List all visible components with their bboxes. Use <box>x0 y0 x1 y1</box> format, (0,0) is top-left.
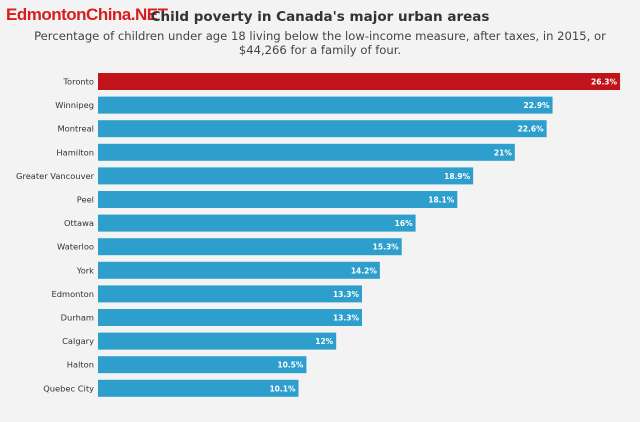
value-label: 13.3% <box>333 314 360 323</box>
bar-montreal <box>98 120 547 138</box>
category-label: Edmonton <box>51 289 94 299</box>
value-label: 14.2% <box>351 266 378 275</box>
bar-york <box>98 261 380 279</box>
category-label: Waterloo <box>57 242 94 252</box>
value-label: 22.6% <box>518 125 545 134</box>
bar-waterloo <box>98 238 402 256</box>
bar-quebec-city <box>98 379 299 397</box>
category-label: Montreal <box>58 124 94 134</box>
value-label: 10.1% <box>269 384 296 393</box>
value-label: 18.9% <box>444 172 471 181</box>
value-label: 12% <box>315 337 333 346</box>
chart-title: Child poverty in Canada's major urban ar… <box>150 9 490 25</box>
bar-peel <box>98 191 458 208</box>
bar-ottawa <box>98 214 416 232</box>
category-label: Ottawa <box>64 218 94 228</box>
category-label: Winnipeg <box>55 100 94 110</box>
watermark-logo: EdmontonChina.NET <box>6 5 168 24</box>
category-label: York <box>76 265 94 275</box>
category-label: Quebec City <box>43 383 94 393</box>
bar-greater-vancouver <box>98 167 474 185</box>
chart-subtitle: Percentage of children under age 18 livi… <box>34 29 606 57</box>
category-label: Peel <box>77 195 94 205</box>
value-label: 13.3% <box>333 290 360 299</box>
value-label: 26.3% <box>591 78 618 87</box>
bar-durham <box>98 309 363 326</box>
bar-calgary <box>98 332 337 350</box>
bar-hamilton <box>98 143 515 161</box>
value-label: 18.1% <box>428 196 455 205</box>
value-label: 22.9% <box>524 101 551 110</box>
bar-halton <box>98 356 307 374</box>
value-label: 16% <box>395 219 413 228</box>
category-label: Greater Vancouver <box>16 171 95 181</box>
bar-toronto <box>98 73 621 90</box>
bar-edmonton <box>98 285 363 303</box>
category-label: Halton <box>67 360 94 370</box>
value-label: 21% <box>494 148 512 157</box>
bar-winnipeg <box>98 96 553 114</box>
value-label: 15.3% <box>373 243 400 252</box>
value-label: 10.5% <box>277 361 304 370</box>
category-label: Hamilton <box>56 147 94 157</box>
category-label: Calgary <box>62 336 94 346</box>
category-label: Toronto <box>62 77 94 87</box>
category-label: Durham <box>61 313 94 323</box>
